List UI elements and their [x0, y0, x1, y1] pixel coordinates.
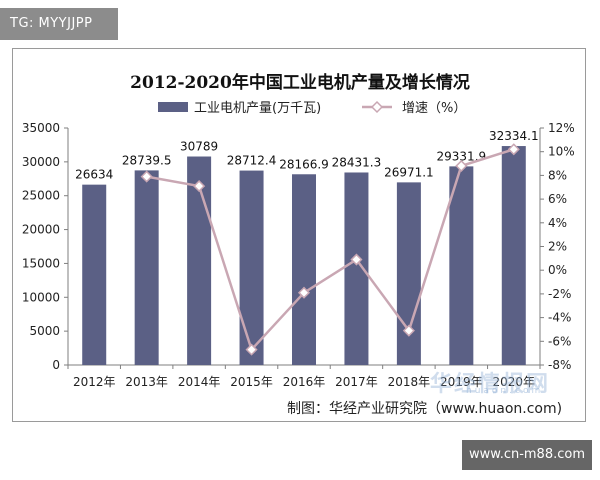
bar [134, 170, 159, 365]
y-right-tick-label: 8% [548, 168, 567, 182]
chart-credit: 制图：华经产业研究院（www.huaon.com) [287, 401, 563, 417]
x-tick-label: 2019年 [440, 375, 483, 389]
y-left-tick-label: 0 [52, 358, 60, 372]
x-tick-label: 2015年 [230, 375, 273, 389]
y-right-tick-label: -8% [548, 358, 571, 372]
corner-badge: www.cn-m88.com [462, 440, 592, 470]
x-tick-label: 2014年 [178, 375, 221, 389]
growth-marker [455, 159, 468, 172]
growth-marker [402, 324, 415, 337]
legend-line-label: 增速（%） [402, 101, 466, 116]
bar [501, 146, 526, 365]
x-tick-label: 2020年 [493, 375, 536, 389]
bar-data-label: 28712.4 [227, 154, 277, 168]
bar-data-label: 28166.9 [279, 157, 329, 171]
y-right-tick-label: 10% [548, 145, 575, 159]
bar-data-label: 28739.5 [122, 153, 172, 167]
bar [239, 170, 264, 365]
y-right-tick-label: -6% [548, 334, 571, 348]
legend-line-marker [370, 100, 384, 114]
y-left-tick-label: 15000 [22, 256, 60, 270]
watermark-en: huaon.com [466, 386, 544, 396]
y-right-tick-label: 0% [548, 263, 567, 277]
growth-marker [140, 170, 153, 183]
y-left-tick-label: 5000 [29, 324, 60, 338]
x-tick-label: 2012年 [73, 375, 116, 389]
x-tick-label: 2017年 [335, 375, 378, 389]
y-right-tick-label: -2% [548, 287, 571, 301]
chart-title: 2012-2020年中国工业电机产量及增长情况 [130, 72, 470, 93]
bar-data-label: 26634 [75, 168, 113, 182]
y-left-tick-label: 10000 [22, 290, 60, 304]
bar [344, 172, 369, 365]
bar [292, 174, 316, 365]
legend: 工业电机产量(万千瓦) 增速（%） [158, 100, 466, 116]
y-left-tick-label: 35000 [22, 121, 60, 135]
growth-marker [350, 253, 363, 266]
y-right-tick-label: 4% [548, 216, 567, 230]
watermark-cn: 华经情报网 [430, 372, 551, 397]
bar-data-label: 32334.1 [489, 129, 539, 143]
x-tick-label: 2013年 [125, 375, 168, 389]
y-left-tick-label: 25000 [22, 189, 60, 203]
y-right-tick-label: 2% [548, 240, 567, 254]
bar-data-label: 30789 [180, 140, 218, 154]
growth-marker [507, 143, 520, 156]
y-right-tick-label: 12% [548, 121, 575, 135]
plot-area: 0 5000 10000 15000 20000 25000 30000 35000 -8% -6… [22, 121, 575, 389]
growth-marker [297, 286, 311, 299]
source-tag: TG: MYYJJPP [0, 8, 118, 40]
bar-data-label: 28431.3 [332, 155, 382, 169]
growth-marker [245, 343, 258, 356]
bar [449, 166, 474, 365]
x-tick-label: 2018年 [388, 375, 431, 389]
x-tick-label: 2016年 [283, 375, 326, 389]
bar [396, 182, 421, 365]
growth-marker [193, 180, 206, 193]
y-right-tick-label: 6% [548, 192, 567, 206]
bar-data-label: 26971.1 [384, 165, 434, 179]
legend-bar-swatch [158, 102, 188, 112]
growth-line [146, 148, 515, 353]
bar [82, 184, 107, 365]
bar-data-label: 29331.9 [437, 149, 487, 163]
y-left-tick-label: 30000 [22, 155, 60, 169]
legend-bar-label: 工业电机产量(万千瓦) [194, 101, 321, 116]
y-right-tick-label: -4% [548, 311, 571, 325]
y-left-tick-label: 20000 [22, 223, 60, 237]
